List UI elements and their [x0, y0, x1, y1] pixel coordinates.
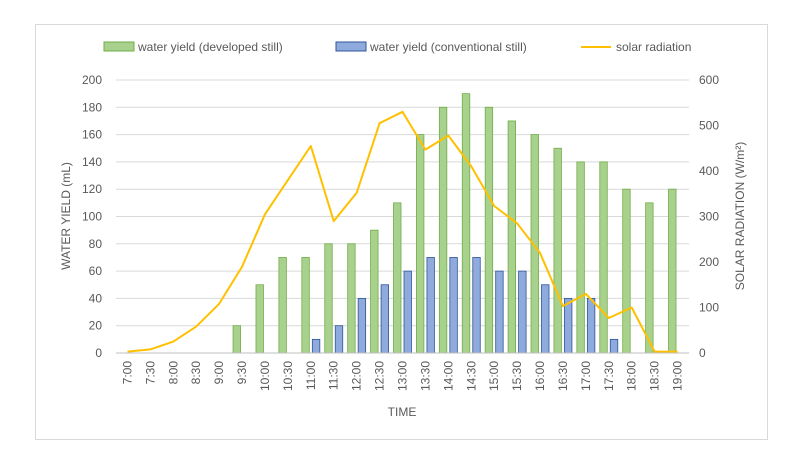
y-tick-label: 140 [82, 155, 102, 169]
solar-radiation-line [127, 110, 678, 353]
bar-conventional [564, 297, 573, 354]
bar-developed [507, 120, 517, 354]
x-tick-label: 10:00 [258, 361, 272, 391]
bar-developed [668, 188, 677, 354]
bar-conventional [518, 270, 527, 354]
x-tick-label: 9:00 [212, 361, 226, 385]
y-tick-label: 20 [89, 319, 103, 333]
x-tick-label: 17:30 [602, 361, 616, 391]
bar-developed [576, 161, 585, 354]
y-tick-label: 80 [89, 237, 103, 251]
x-tick-label: 8:00 [166, 361, 180, 385]
y-tick-label: 40 [89, 291, 103, 305]
x-tick-label: 11:30 [327, 361, 341, 390]
bar-developed [416, 134, 425, 354]
x-tick-label: 18:00 [625, 361, 639, 391]
bar-developed [438, 106, 448, 354]
y-tick-label: 100 [82, 210, 102, 224]
x-tick-label: 12:00 [350, 361, 364, 391]
bar-developed [301, 257, 310, 354]
x-tick-label: 12:30 [373, 361, 387, 391]
y2-tick-label: 400 [699, 164, 719, 178]
legend-swatch-developed [103, 41, 135, 52]
y-tick-label: 180 [82, 100, 102, 114]
bar-developed [622, 188, 631, 354]
bar-conventional [357, 297, 367, 354]
y2-tick-label: 600 [699, 73, 719, 87]
bar-conventional [311, 338, 321, 354]
x-tick-label: 8:30 [189, 361, 203, 385]
bar-conventional [380, 284, 389, 354]
legend: water yield (developed still) water yiel… [103, 40, 691, 54]
x-tick-label: 10:30 [281, 361, 295, 391]
x-tick-label: 13:30 [418, 361, 432, 391]
bar-conventional [426, 257, 435, 354]
y-tick-label: 60 [89, 264, 103, 278]
x-tick-label: 13:00 [396, 361, 410, 391]
x-tick-label: 7:00 [120, 361, 134, 385]
x-tick-label: 19:00 [671, 361, 685, 391]
x-tick-label: 16:30 [556, 361, 570, 391]
y-tick-label: 200 [82, 73, 102, 87]
bar-developed [484, 106, 494, 354]
x-tick-label: 9:30 [235, 361, 249, 385]
y2-tick-label: 300 [699, 210, 719, 224]
y2-tick-label: 200 [699, 255, 719, 269]
bar-developed [255, 284, 264, 354]
x-tick-label: 15:30 [510, 361, 524, 391]
bars-developed-still [232, 93, 677, 354]
axes: 0 20 40 60 80 100 120 140 160 180 200 0 100 200 300 400… [82, 73, 719, 391]
y2-tick-label: 0 [699, 346, 706, 360]
solar-radiation-series [127, 110, 678, 353]
bar-conventional [449, 257, 458, 354]
bar-developed [347, 243, 356, 354]
y-tick-label: 160 [82, 128, 102, 142]
bar-conventional [472, 257, 481, 354]
bar-conventional [403, 270, 412, 354]
bar-conventional [495, 270, 504, 354]
bar-developed [232, 325, 241, 354]
x-tick-label: 18:30 [648, 361, 662, 391]
y2-axis-title: SOLAR RADIATION (W/m²) [733, 142, 747, 290]
x-tick-label: 16:00 [533, 361, 547, 391]
bar-conventional [586, 297, 596, 354]
legend-swatch-conventional [335, 41, 367, 52]
bar-developed [461, 93, 471, 354]
x-tick-label: 7:30 [143, 361, 157, 385]
bar-conventional [334, 325, 344, 354]
y2-tick-label: 100 [699, 301, 719, 315]
x-tick-label: 17:00 [579, 361, 593, 391]
bar-developed [370, 229, 379, 354]
bar-developed [599, 161, 608, 354]
bar-conventional [609, 338, 619, 354]
y-tick-label: 120 [82, 182, 102, 196]
x-tick-label: 14:30 [464, 361, 478, 391]
bar-developed [278, 257, 287, 354]
y2-tick-label: 500 [699, 119, 719, 133]
y-axis-title: WATER YIELD (mL) [59, 162, 73, 270]
legend-label-solar: solar radiation [616, 40, 691, 54]
bar-developed [324, 243, 333, 354]
legend-label-developed: water yield (developed still) [137, 40, 283, 54]
y-tick-label: 0 [95, 346, 102, 360]
x-tick-label: 11:00 [304, 361, 318, 390]
bar-developed [645, 202, 654, 354]
gridlines [116, 79, 689, 327]
bar-developed [393, 202, 402, 354]
bar-conventional [541, 284, 550, 354]
x-tick-label: 15:00 [487, 361, 501, 391]
x-tick-label: 14:00 [441, 361, 455, 391]
legend-label-conventional: water yield (conventional still) [369, 40, 527, 54]
x-axis-title: TIME [388, 405, 417, 419]
bar-developed [553, 147, 562, 354]
